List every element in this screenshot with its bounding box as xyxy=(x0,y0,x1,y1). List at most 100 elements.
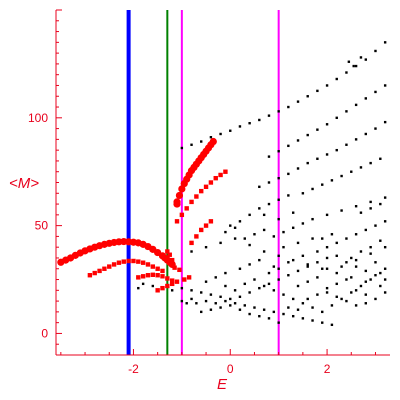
data-point xyxy=(330,304,334,307)
data-point xyxy=(335,241,338,245)
data-point xyxy=(335,282,338,286)
data-point xyxy=(330,179,334,182)
data-point xyxy=(287,274,290,277)
data-point xyxy=(277,176,280,180)
data-point xyxy=(287,144,290,148)
y-tick-label: 50 xyxy=(35,219,49,233)
data-point xyxy=(258,207,261,210)
data-point xyxy=(243,304,246,307)
data-point xyxy=(291,258,295,262)
data-point xyxy=(267,181,271,184)
data-point xyxy=(182,277,187,282)
data-point xyxy=(383,291,387,294)
x-tick-label: 0 xyxy=(227,362,234,376)
data-point xyxy=(277,150,280,153)
data-point xyxy=(311,306,314,309)
data-point xyxy=(131,258,136,264)
data-point xyxy=(267,155,271,158)
data-point xyxy=(160,268,165,274)
data-point xyxy=(229,224,232,227)
data-point xyxy=(311,187,314,191)
data-point xyxy=(111,262,117,267)
data-point xyxy=(325,256,329,260)
data-point xyxy=(203,223,209,228)
data-point xyxy=(180,286,184,290)
data-point xyxy=(224,230,227,234)
data-point xyxy=(296,308,300,311)
data-point xyxy=(272,310,276,314)
data-point xyxy=(311,237,314,240)
data-point xyxy=(379,284,382,288)
data-point xyxy=(169,278,175,283)
data-point xyxy=(208,219,214,224)
data-point xyxy=(140,274,146,279)
data-point xyxy=(291,226,295,229)
data-point xyxy=(350,276,353,279)
data-point xyxy=(243,282,246,286)
data-point xyxy=(374,224,377,227)
data-point xyxy=(160,274,165,279)
data-point xyxy=(267,282,271,286)
data-point xyxy=(383,220,387,223)
data-point xyxy=(374,49,377,53)
data-point xyxy=(209,308,213,311)
data-point xyxy=(223,169,228,174)
data-point xyxy=(354,103,358,107)
data-point xyxy=(301,192,305,195)
data-point xyxy=(325,123,329,126)
data-point xyxy=(369,252,372,255)
data-point xyxy=(306,263,309,266)
data-point xyxy=(335,148,338,152)
data-point xyxy=(379,157,382,160)
data-point xyxy=(219,241,222,245)
data-point xyxy=(258,286,261,290)
data-point xyxy=(321,310,324,314)
data-point xyxy=(325,84,329,87)
data-point xyxy=(165,283,170,289)
data-point xyxy=(219,132,222,136)
data-point xyxy=(262,213,266,217)
data-point xyxy=(296,269,300,273)
data-point xyxy=(258,314,261,318)
data-point xyxy=(238,267,242,270)
data-point xyxy=(345,299,348,303)
data-point xyxy=(238,308,242,311)
data-point xyxy=(200,310,203,314)
data-point xyxy=(190,143,193,146)
series-medium xyxy=(87,169,228,293)
data-point xyxy=(199,188,204,194)
data-point xyxy=(174,219,180,224)
data-point xyxy=(383,267,387,270)
data-point xyxy=(296,167,300,170)
data-point xyxy=(383,196,387,199)
data-point xyxy=(301,302,305,305)
data-point xyxy=(374,274,377,277)
data-point xyxy=(282,293,285,296)
data-point xyxy=(277,278,280,281)
data-points xyxy=(57,41,387,327)
data-point xyxy=(383,41,387,44)
data-point xyxy=(189,240,194,246)
data-point xyxy=(311,217,314,221)
data-point xyxy=(238,125,242,128)
data-point xyxy=(345,71,348,74)
data-point xyxy=(189,199,194,205)
data-point xyxy=(145,273,151,278)
data-point xyxy=(321,237,324,240)
data-point xyxy=(345,143,348,146)
data-point xyxy=(335,116,338,120)
data-point xyxy=(277,198,280,201)
data-point xyxy=(262,228,266,232)
data-point xyxy=(184,206,189,211)
data-point xyxy=(224,284,227,288)
data-point xyxy=(374,127,377,130)
data-point xyxy=(224,271,227,275)
data-point xyxy=(267,202,271,206)
x-axis-label: E xyxy=(217,376,228,393)
y-axis-label: <M> xyxy=(9,175,39,192)
data-point xyxy=(208,180,214,185)
data-point xyxy=(345,261,348,264)
data-point xyxy=(282,312,285,316)
data-point xyxy=(277,110,280,113)
data-point xyxy=(185,302,188,305)
